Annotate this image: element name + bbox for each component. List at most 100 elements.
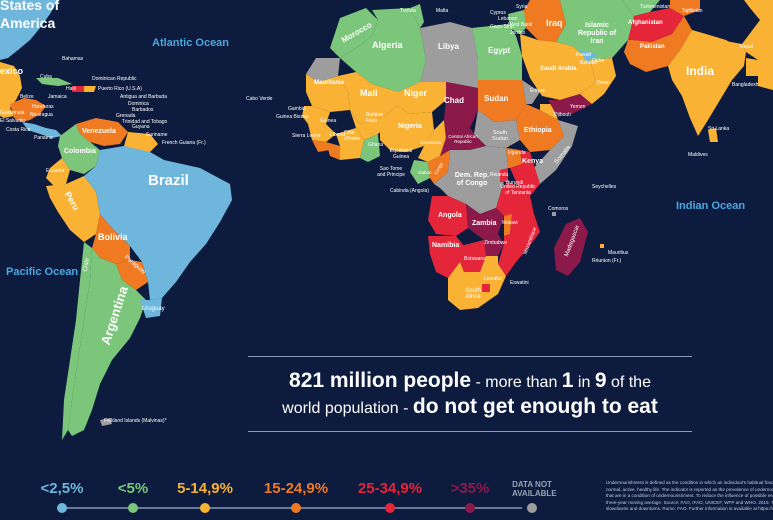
sri-lanka-label: Sri Lanka (708, 126, 730, 132)
niger-label: Niger (404, 88, 428, 98)
headline-line-2: world population - do not get enough to … (248, 395, 692, 419)
bolivia-shape (92, 214, 130, 264)
bahrain-label: Bahrain (580, 60, 598, 66)
congo-shape (428, 150, 450, 184)
french-guiana-label: French Guiana (Fr.) (162, 140, 206, 146)
cameroon-shape (418, 120, 446, 162)
saudi-shape (520, 34, 596, 100)
colombia-label: Colombia (64, 148, 96, 155)
legend-dot-2 (200, 503, 210, 513)
kuwait-label: Kuwait (576, 52, 592, 58)
eq-guinea-label: Equatorial Guinea (389, 148, 413, 160)
rwanda-burundi-shape (500, 168, 508, 182)
trinidad-label: Trinidad and Tobago (122, 119, 168, 125)
gabon-shape (410, 160, 430, 184)
uganda-label: Uganda (508, 150, 526, 156)
ecuador-label: Ecuador (46, 168, 65, 174)
mauritius-label: Mauritius (608, 250, 629, 256)
brazil-shape (84, 146, 232, 300)
malawi-shape (504, 214, 512, 236)
morocco-shape (330, 8, 378, 58)
dominica-label: Dominica (128, 101, 149, 107)
south-africa-label: South Africa (465, 288, 481, 300)
barbados-label: Barbados (132, 107, 154, 113)
guinea-shape (308, 124, 336, 142)
cabinda-label: Cabinda (Angola) (390, 188, 429, 194)
salvador-label: El Salvador (0, 118, 26, 124)
cote-divoire-label: Côte d'Ivoire (344, 130, 360, 142)
zambia-shape (466, 204, 504, 240)
atlantic-ocean-label: Atlantic Ocean (152, 37, 230, 49)
sao-tome-label: Sao Tome and Principe (377, 166, 405, 178)
cabo-verde-label: Cabo Verde (246, 96, 273, 102)
namibia-shape (428, 236, 464, 278)
headline-number-9: 9 (594, 369, 607, 392)
venezuela-label: Venezuela (82, 128, 116, 135)
burkina-shape (350, 110, 390, 140)
footnote: Undernourishment is defined as the condi… (606, 480, 773, 513)
guinea-bissau-label: Guinea Bissau (276, 114, 309, 120)
drc-shape (434, 146, 508, 214)
costa-rica-label: Costa Rica (6, 127, 31, 133)
car-label: Central African Republic (448, 134, 478, 144)
legend-label-4: 25-34,9% (357, 480, 423, 497)
oman-label: Oman (596, 80, 610, 86)
yemen-shape (548, 94, 592, 114)
tunisia-label: Tunisia (400, 8, 416, 14)
pakistan-label: Pakistan (640, 44, 665, 50)
usa-label: States of America (0, 0, 60, 31)
sierra-leone-label: Sierra Leone (292, 133, 321, 139)
india-shape (668, 30, 746, 136)
botswana-label: Botswana (464, 256, 486, 262)
malawi-label: Malawi (502, 220, 518, 226)
costa-rica-panama-shape (22, 122, 62, 138)
libya-label: Libya (438, 42, 459, 51)
zambia-label: Zambia (472, 220, 497, 227)
mozambique-shape (498, 214, 540, 276)
honduras-label: Honduras (32, 104, 54, 110)
kenya-label: Kenya (522, 158, 544, 165)
nigeria-label: Nigeria (398, 123, 422, 130)
car-shape (440, 120, 486, 156)
legend-dot-6 (527, 503, 537, 513)
burundi-label: Burundi (506, 180, 524, 186)
legend-dot-0 (57, 503, 67, 513)
panama-label: Panama (34, 135, 53, 141)
headline-line-1: 821 million people - more than 1 in 9 of… (248, 369, 692, 393)
nepal-label: Nepal (740, 44, 754, 50)
headline-text-2: in (573, 374, 595, 391)
central-america-shape (10, 98, 46, 122)
namibia-label: Namibia (432, 242, 460, 249)
tanzania-label: United Republic of Tanzania (500, 184, 536, 196)
legend-dot-1 (128, 503, 138, 513)
rwanda-label: Rwanda (490, 172, 509, 178)
east-asia-shape (742, 0, 773, 90)
nicaragua-label: Nicaragua (30, 112, 53, 118)
eritrea-shape (522, 80, 540, 104)
footnote-line-3: that are in a condition of undernourishm… (606, 493, 773, 498)
ghana-label: Ghana (368, 142, 384, 148)
liberia-label: Liberia (330, 132, 346, 138)
sudan-shape (478, 80, 526, 122)
guatemala-label: Guatemala (0, 110, 25, 116)
puerto-rico-label: Puerto Rico (U.S.A) (98, 86, 142, 92)
lesotho-label: Lesotho (484, 276, 502, 282)
saudi-arabia-label: Saudi Arabia (540, 66, 577, 72)
mauritania-shape (306, 74, 350, 112)
afghanistan-shape (628, 8, 684, 42)
botswana-shape (460, 240, 486, 272)
malta-label: Malta (436, 8, 449, 14)
falkland-shape (100, 418, 112, 426)
tajikistan-label: Tajikistan (682, 8, 703, 14)
maldives-label: Maldives (688, 152, 708, 158)
eritrea-label: Eritrea (530, 88, 545, 94)
footnote-line-5: slowdowns and downturns. Rome, FAO. Furt… (606, 506, 773, 511)
legend-label-5: >35% (450, 480, 490, 497)
indian-ocean-label: Indian Ocean (676, 200, 746, 212)
zimbabwe-label: Zimbabwe (484, 240, 508, 246)
mauritius-shape (600, 244, 604, 248)
usa-shape (0, 0, 58, 60)
cote-divoire-shape (336, 128, 364, 160)
cuba-label: Cuba (40, 74, 52, 80)
